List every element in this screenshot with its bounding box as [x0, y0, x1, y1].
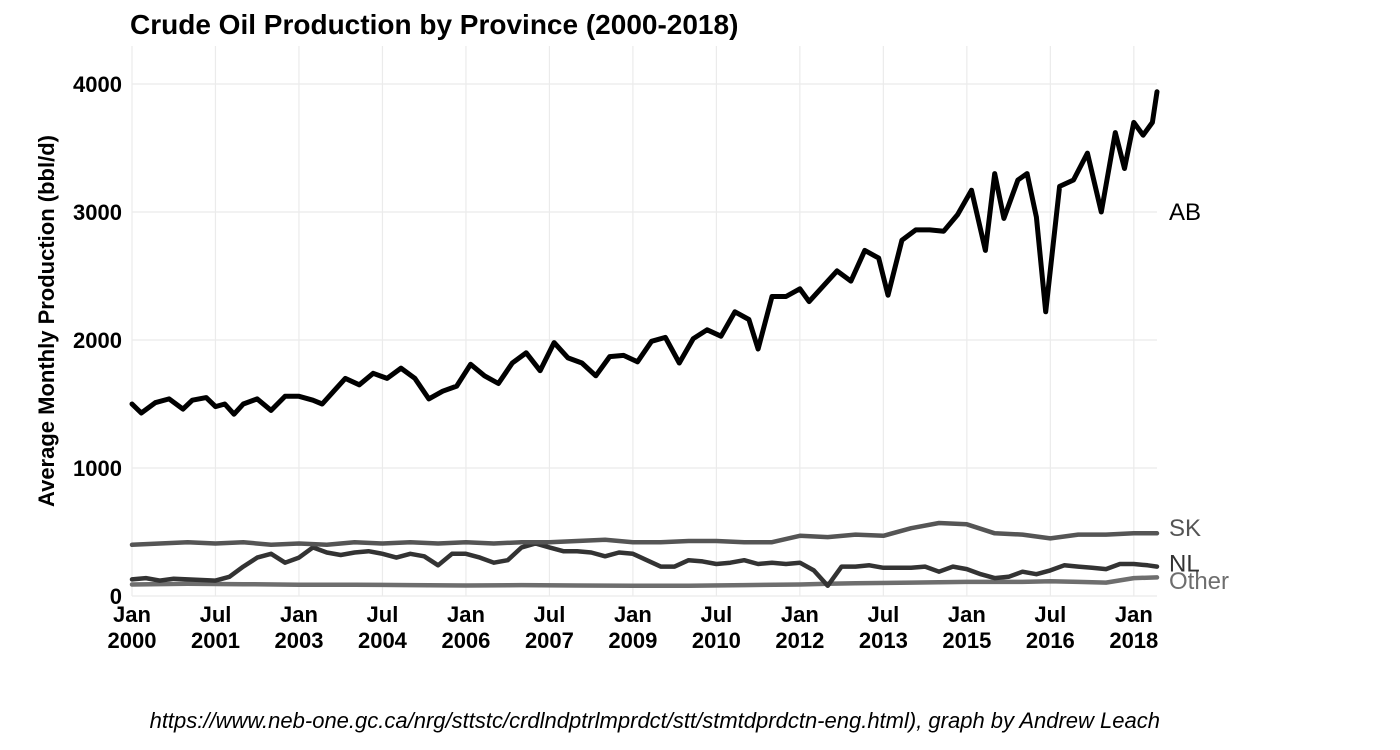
- x-tick-label: 2000: [108, 628, 157, 653]
- x-tick-label: 2010: [692, 628, 741, 653]
- series-lines: [129, 89, 1160, 589]
- x-tick-label: Jul: [200, 602, 232, 627]
- y-tick-label: 4000: [73, 72, 122, 97]
- x-tick-label: 2009: [608, 628, 657, 653]
- x-axis-ticks: Jan2000Jul2001Jan2003Jul2004Jan2006Jul20…: [108, 602, 1159, 653]
- series-line-other: [129, 575, 1160, 589]
- x-tick-label: Jan: [1115, 602, 1153, 627]
- series-label-other: Other: [1169, 568, 1229, 595]
- chart-title: Crude Oil Production by Province (2000-2…: [130, 9, 738, 40]
- x-tick-label: 2004: [358, 628, 408, 653]
- x-tick-label: Jul: [534, 602, 566, 627]
- source-caption: https://www.neb-one.gc.ca/nrg/sttstc/crd…: [149, 708, 1160, 733]
- x-tick-label: Jul: [1034, 602, 1066, 627]
- x-tick-label: 2015: [942, 628, 991, 653]
- x-tick-label: 2012: [775, 628, 824, 653]
- series-line-sk: [129, 520, 1160, 548]
- x-tick-label: Jul: [867, 602, 899, 627]
- y-tick-label: 1000: [73, 456, 122, 481]
- series-line-ab: [129, 89, 1160, 417]
- x-tick-label: 2007: [525, 628, 574, 653]
- series-line-nl: [129, 541, 1160, 589]
- series-label-ab: AB: [1169, 199, 1201, 226]
- x-tick-label: 2016: [1026, 628, 1075, 653]
- y-axis-label: Average Monthly Production (bbl/d): [34, 135, 59, 507]
- y-tick-label: 0: [110, 584, 122, 609]
- x-tick-label: Jan: [781, 602, 819, 627]
- gridlines: [131, 46, 1157, 597]
- series-label-sk: SK: [1169, 515, 1201, 542]
- x-tick-label: Jan: [113, 602, 151, 627]
- y-tick-label: 2000: [73, 328, 122, 353]
- x-tick-label: 2003: [274, 628, 323, 653]
- line-chart: Crude Oil Production by Province (2000-2…: [34, 9, 1229, 653]
- x-tick-label: 2006: [441, 628, 490, 653]
- x-tick-label: 2013: [859, 628, 908, 653]
- x-tick-label: Jul: [700, 602, 732, 627]
- series-label-nl: NL: [1169, 550, 1200, 577]
- x-tick-label: Jan: [614, 602, 652, 627]
- x-tick-label: 2001: [191, 628, 240, 653]
- x-tick-label: Jan: [447, 602, 485, 627]
- y-tick-label: 3000: [73, 200, 122, 225]
- y-axis-ticks: 0 1000 2000 3000 4000: [73, 72, 122, 609]
- x-tick-label: 2018: [1109, 628, 1158, 653]
- x-tick-label: Jan: [948, 602, 986, 627]
- x-tick-label: Jul: [367, 602, 399, 627]
- x-tick-label: Jan: [280, 602, 318, 627]
